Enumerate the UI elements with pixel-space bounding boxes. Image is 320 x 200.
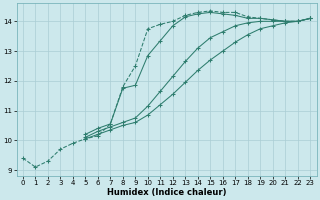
X-axis label: Humidex (Indice chaleur): Humidex (Indice chaleur) [107, 188, 226, 197]
